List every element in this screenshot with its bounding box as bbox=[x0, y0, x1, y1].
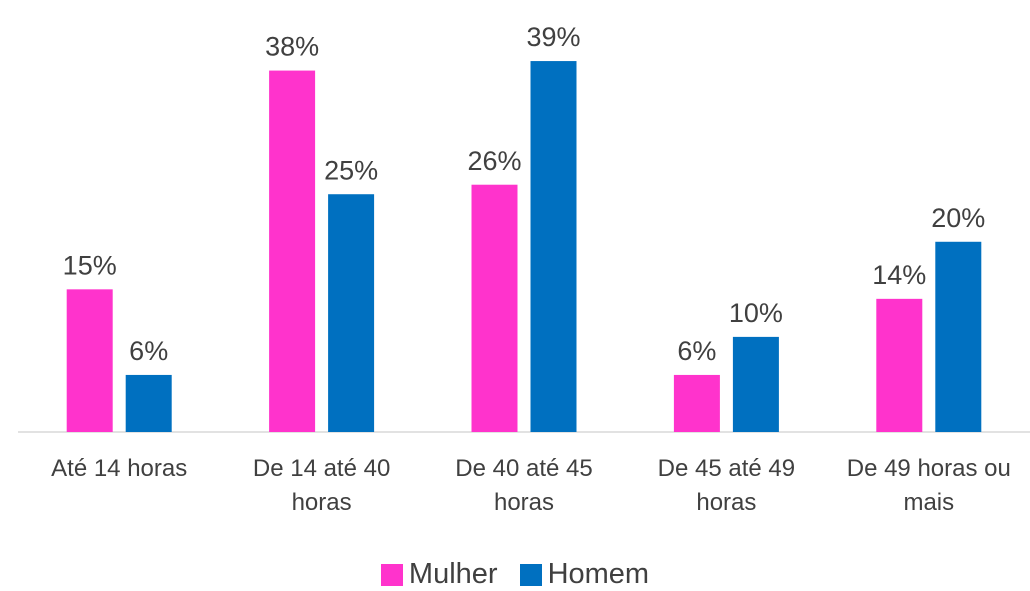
bar bbox=[673, 374, 720, 432]
legend-swatch bbox=[380, 563, 403, 586]
value-label: 25% bbox=[324, 155, 378, 185]
value-label: 26% bbox=[467, 146, 521, 176]
legend-item: Mulher bbox=[380, 558, 498, 591]
legend-label: Homem bbox=[547, 558, 650, 590]
legend-label: Mulher bbox=[408, 558, 498, 590]
x-tick-label: De 14 até 40 horas bbox=[252, 455, 391, 516]
bar bbox=[471, 184, 518, 432]
bar bbox=[732, 336, 779, 432]
value-label: 20% bbox=[931, 203, 985, 233]
bar bbox=[328, 194, 375, 432]
value-label: 6% bbox=[129, 336, 168, 366]
bar bbox=[530, 61, 577, 433]
legend-swatch bbox=[519, 563, 542, 586]
value-label: 39% bbox=[526, 22, 580, 52]
legend-item: Homem bbox=[519, 558, 650, 591]
x-tick-label: Até 14 horas bbox=[51, 455, 188, 482]
bar bbox=[876, 298, 923, 432]
value-label: 6% bbox=[677, 336, 716, 366]
value-label: 14% bbox=[872, 260, 926, 290]
legend: Mulher Homem bbox=[0, 558, 1030, 591]
bar bbox=[935, 241, 982, 432]
bar bbox=[269, 70, 316, 433]
x-tick-label: De 45 até 49 horas bbox=[657, 455, 796, 516]
bar bbox=[125, 374, 172, 432]
x-tick-label: De 40 até 45 horas bbox=[455, 455, 593, 516]
value-label: 10% bbox=[729, 298, 783, 328]
value-label: 15% bbox=[63, 250, 117, 280]
x-tick-label: De 49 horas ou mais bbox=[846, 455, 1011, 516]
value-label: 38% bbox=[265, 32, 319, 62]
bar bbox=[66, 289, 113, 432]
